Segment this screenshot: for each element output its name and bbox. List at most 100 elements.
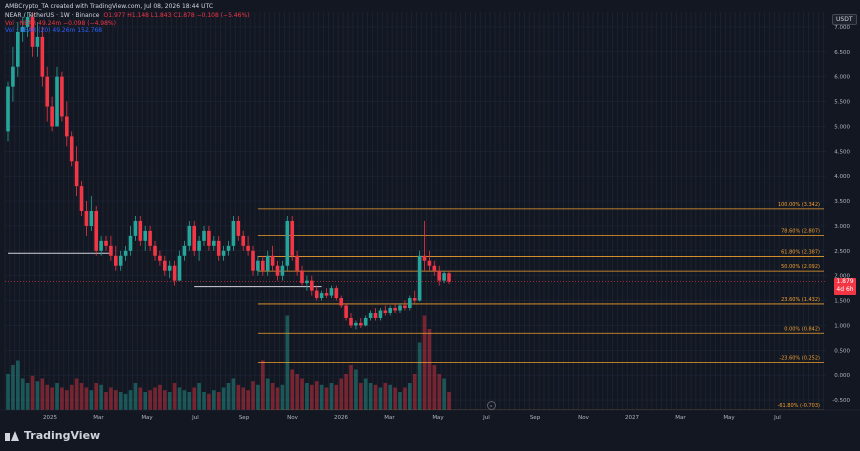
volume-bar [368,383,373,410]
fib-level-label: 23.60% (1.432) [781,297,820,303]
price-tick-label: 7.000 [834,25,850,31]
volume-bar [329,383,334,410]
price-tick-label: 6.500 [834,50,850,56]
volume-bar [50,387,54,410]
candle-body [251,250,255,271]
candle-body [359,322,363,326]
symbol-legend[interactable]: NEAR / TetherUS · 1W · Binance O1.977 H1.… [5,12,253,20]
candle-body [437,270,441,281]
volume-bar [148,390,152,410]
volume-bar [74,378,79,410]
volume-bar [133,383,138,410]
candle-body [270,255,275,266]
time-tick-label: Nov [578,415,589,421]
candle-body [236,220,241,236]
volume-bar [300,378,304,410]
candle-body [202,230,206,241]
volume-bar [99,384,103,410]
tradingview-logo[interactable]: TradingView [5,429,100,442]
volume-bar [319,384,324,410]
candle-body [408,298,412,309]
candle-body [216,240,221,256]
candle-body [182,245,187,256]
fib-level-label: 100.00% (3.342) [778,202,820,208]
candle-body [412,298,417,301]
time-tick-label: Mar [93,415,104,421]
candle-body [192,225,196,251]
last-price-value: 1.879 [836,278,854,285]
candle-body [231,220,236,246]
volume-bar [447,392,451,410]
candle-body [427,260,432,266]
volume-bar [182,390,187,410]
volume-bar [432,365,437,410]
price-tick-label: 5.500 [834,100,850,106]
time-tick-label: Jul [773,415,781,421]
credit-line: AMBCrypto_TA created with TradingView.co… [5,3,217,11]
sma-legend[interactable]: Vol · NEAR (20) 49.26m 152.768 [5,27,106,35]
candle-body [118,255,123,266]
volume-bar [138,387,143,410]
candle-body [172,265,177,281]
candle-body [300,270,304,284]
volume-bar [334,384,339,410]
volume-bar [226,383,231,410]
volume-legend[interactable]: Vol · NEAR 49.24m −0.098 (−4.98%) [5,20,120,28]
volume-bar [256,384,260,410]
time-tick-label: May [432,415,444,421]
volume-bar [153,387,157,410]
chart-grid [4,12,826,410]
candle-body [280,265,285,276]
candle-body [265,255,270,271]
candle-body [363,317,368,326]
candle-body [442,273,446,281]
price-tick-label: 1.000 [834,323,850,329]
volume-bar [79,383,84,410]
volume-bar [45,384,49,410]
volume-bar [55,383,59,410]
volume-bar [408,383,412,410]
candle-body [94,211,98,251]
volume-bar [236,384,241,410]
time-tick-label: Sep [239,415,250,421]
candle-body [167,265,172,271]
volume-bar [89,390,94,410]
volume-bar [118,392,123,410]
volume-text: Vol · NEAR 49.24m −0.098 (−4.98%) [5,20,116,27]
volume-bar [388,384,392,410]
volume-bar [295,374,299,410]
time-tick-label: 2025 [43,415,57,421]
symbol-text[interactable]: NEAR / TetherUS · 1W · Binance [5,12,100,19]
candle-body [153,245,157,256]
volume-bar [94,383,98,410]
volume-bar [344,374,348,410]
fib-level-label: -23.60% (0.252) [779,356,820,362]
candle-body [60,76,64,117]
volume-bar [207,393,211,410]
volume-bar [40,378,45,410]
candle-body [163,260,167,271]
candle-body [398,305,402,311]
candle-body [109,245,113,256]
candle-body [319,293,324,299]
candle-body [256,260,260,271]
volume-bar [177,387,182,410]
candle-body [177,255,182,281]
time-tick-label: Mar [384,415,395,421]
fib-level-label: 0.00% (0.842) [784,326,820,332]
price-tick-label: 1.500 [834,299,850,305]
candle-body [6,86,10,132]
volume-bar [84,387,89,410]
candle-body [275,265,280,276]
volume-bar [310,384,314,410]
price-tick-label: 4.500 [834,149,850,155]
candle-body [314,290,319,299]
volume-bar [20,378,25,410]
time-tick-label: Nov [287,415,298,421]
volume-bar [314,381,319,410]
volume-bar [143,392,147,410]
replay-icon[interactable]: ▸ [487,401,496,410]
candle-body [221,250,226,256]
currency-label[interactable]: USDT [832,14,857,25]
